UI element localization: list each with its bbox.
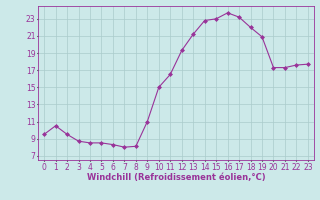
X-axis label: Windchill (Refroidissement éolien,°C): Windchill (Refroidissement éolien,°C) bbox=[87, 173, 265, 182]
